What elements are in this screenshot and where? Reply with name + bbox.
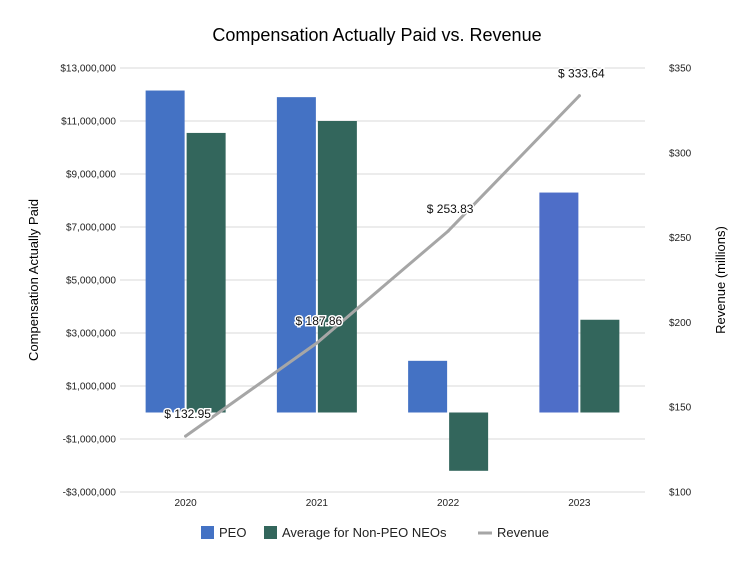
revenue-point-2020: [184, 434, 188, 438]
y-tick-label: $1,000,000: [66, 382, 116, 393]
revenue-line: [184, 94, 581, 438]
y2-tick-label: $150: [669, 403, 692, 414]
bars: [145, 90, 620, 471]
bar-non-peo-2020: [186, 132, 226, 413]
bar-peo-2023: [539, 192, 579, 413]
y-tick-label: $3,000,000: [66, 329, 116, 340]
legend-swatch-peo: [201, 526, 214, 539]
revenue-data-labels: $ 132.95 $ 187.86 $ 253.83 $ 333.64: [163, 65, 607, 422]
chart-title: Compensation Actually Paid vs. Revenue: [212, 25, 541, 45]
bar-non-peo-2021: [317, 121, 357, 413]
y-tick-label: $5,000,000: [66, 276, 116, 287]
y2-tick-label: $250: [669, 233, 692, 244]
right-axis-ticks: $100 $150 $200 $250 $300 $350: [669, 64, 692, 499]
revenue-data-label-2022: $ 253.83: [427, 202, 474, 216]
x-tick-label: 2021: [306, 498, 329, 509]
x-tick-label: 2023: [568, 498, 591, 509]
y-tick-label: -$1,000,000: [63, 435, 117, 446]
y2-axis-label: Revenue (millions): [713, 226, 728, 334]
y-axis-label: Compensation Actually Paid: [26, 199, 41, 361]
x-axis-ticks: 2020 2021 2022 2023: [175, 498, 591, 509]
y-tick-label: $11,000,000: [61, 117, 116, 128]
legend-label-non-peo: Average for Non-PEO NEOs: [282, 525, 447, 540]
revenue-data-label-2023: $ 333.64: [558, 67, 605, 81]
y-tick-label: -$3,000,000: [63, 488, 117, 499]
bar-non-peo-2023: [580, 319, 620, 413]
legend-label-revenue: Revenue: [497, 525, 549, 540]
legend: PEO Average for Non-PEO NEOs Revenue: [201, 525, 549, 540]
y2-tick-label: $300: [669, 148, 692, 159]
revenue-data-label-2021: $ 187.86: [296, 314, 343, 328]
revenue-data-label-2020: $ 132.95: [164, 407, 211, 421]
legend-label-peo: PEO: [219, 525, 246, 540]
left-axis-ticks: -$3,000,000 -$1,000,000 $1,000,000 $3,000,0…: [60, 64, 116, 499]
y-tick-label: $13,000,000: [60, 64, 116, 75]
revenue-point-2021: [315, 341, 319, 345]
y-tick-label: $9,000,000: [66, 170, 116, 181]
revenue-line-path: [184, 94, 581, 438]
bar-peo-2022: [408, 360, 448, 413]
legend-swatch-non-peo: [264, 526, 277, 539]
bar-peo-2020: [145, 90, 185, 413]
revenue-point-2022: [446, 229, 450, 233]
y2-tick-label: $200: [669, 318, 692, 329]
bar-non-peo-2022: [449, 412, 489, 471]
revenue-point-2023: [577, 94, 581, 98]
y-tick-label: $7,000,000: [66, 223, 116, 234]
y2-tick-label: $350: [669, 64, 692, 75]
bar-peo-2021: [276, 97, 316, 413]
x-tick-label: 2020: [175, 498, 198, 509]
x-tick-label: 2022: [437, 498, 460, 509]
y2-tick-label: $100: [669, 488, 692, 499]
